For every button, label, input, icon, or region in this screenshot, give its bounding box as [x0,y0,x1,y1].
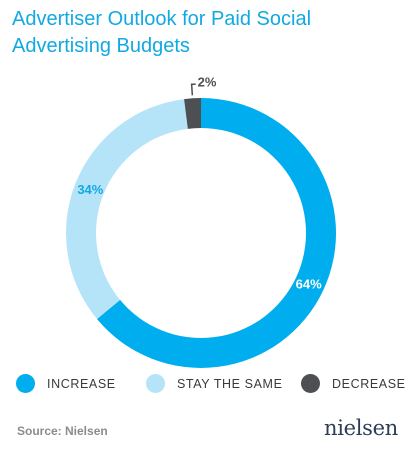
donut-slice-decrease [184,98,201,129]
chart-title: Advertiser Outlook for Paid Social Adver… [12,6,402,60]
legend-item-stay-the-same: STAY THE SAME [146,374,283,393]
legend-label-increase: INCREASE [47,376,116,391]
legend-label-decrease: DECREASE [332,376,406,391]
leader-line-decrease [190,83,196,96]
source-note: Source: Nielsen [17,424,108,438]
legend-swatch-stay-the-same [146,374,165,393]
legend-swatch-increase [16,374,35,393]
data-label-stay-the-same: 34% [77,182,103,197]
legend-item-increase: INCREASE [16,374,116,393]
nielsen-logo: nielsen [323,416,398,440]
legend-label-stay-the-same: STAY THE SAME [177,376,283,391]
legend-item-decrease: DECREASE [301,374,406,393]
legend-swatch-decrease [301,374,320,393]
donut-chart: 64% 34% 2% [65,74,336,368]
donut-slice-increase [96,98,336,368]
data-label-decrease: 2% [198,74,217,89]
chart-title-line-1: Advertiser Outlook for Paid Social [12,8,312,30]
chart-title-line-2: Advertising Budgets [12,35,190,57]
donut-slice-stay-the-same [65,99,188,320]
data-label-increase: 64% [296,277,322,292]
chart-legend: INCREASE STAY THE SAME DECREASE [16,374,405,396]
